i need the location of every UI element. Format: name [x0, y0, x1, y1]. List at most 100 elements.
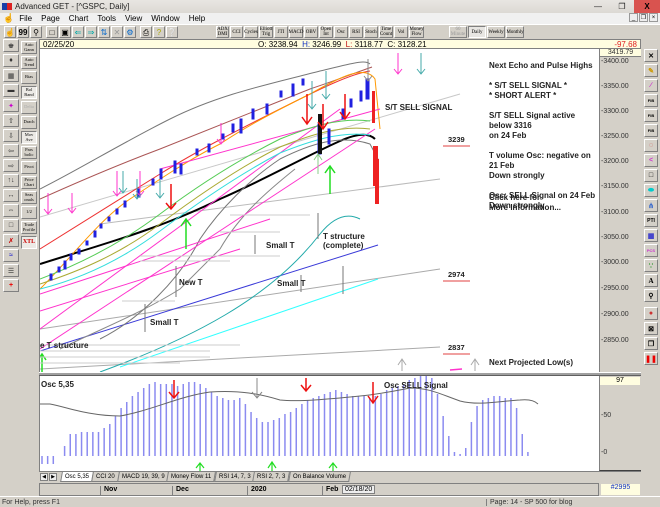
- pcs-icon[interactable]: PCS: [644, 244, 658, 257]
- restore-button[interactable]: ❐: [618, 2, 626, 11]
- study-bol-band[interactable]: Bol Band: [21, 86, 37, 99]
- select-icon[interactable]: ♦: [3, 54, 19, 67]
- magnet-icon[interactable]: ∵: [644, 259, 658, 272]
- tab-cci[interactable]: CCI 20: [91, 472, 120, 482]
- price-chart[interactable]: Next Echo and Pulse Highs * S/T SELL SIG…: [39, 49, 599, 372]
- study-osc[interactable]: Osc: [334, 26, 348, 38]
- study-money-flow[interactable]: Money Flow: [409, 26, 424, 38]
- study-rsi[interactable]: RSI: [349, 26, 363, 38]
- cross-icon[interactable]: ⊠: [644, 322, 658, 335]
- pause-icon[interactable]: ❚❚: [644, 352, 658, 365]
- copy-icon[interactable]: ❐: [644, 337, 658, 350]
- study-mov-ave[interactable]: Mov Ave: [21, 131, 37, 144]
- mdi-minimize-button[interactable]: _: [629, 13, 638, 22]
- fib-time-icon[interactable]: FIB: [644, 124, 658, 137]
- compress-icon[interactable]: ⇔: [3, 204, 19, 217]
- study-xtl[interactable]: XTL: [21, 236, 37, 249]
- tab-money-flow[interactable]: Money Flow 11: [166, 472, 217, 482]
- menu-file[interactable]: File: [19, 14, 33, 23]
- close-button[interactable]: X: [634, 0, 660, 13]
- pitchfork-icon[interactable]: ⋔: [644, 199, 658, 212]
- minimize-button[interactable]: —: [594, 2, 602, 11]
- study-macd[interactable]: MACD: [289, 26, 304, 38]
- study-bias[interactable]: Bias: [21, 71, 37, 84]
- study-obv[interactable]: OBV: [304, 26, 318, 38]
- study-price-chart[interactable]: Price Chart: [21, 176, 37, 189]
- menu-page[interactable]: Page: [41, 14, 60, 23]
- study-time-count[interactable]: Time Count: [379, 26, 393, 38]
- zoom-icon[interactable]: ⚲: [644, 289, 658, 302]
- help-icon[interactable]: ?: [153, 26, 165, 38]
- study-cci[interactable]: CCI: [230, 26, 243, 38]
- open-icon[interactable]: ⇐: [72, 26, 84, 38]
- fib-extension-icon[interactable]: FIB: [644, 109, 658, 122]
- marker-icon[interactable]: ●: [644, 307, 658, 320]
- hand-icon[interactable]: ☝: [4, 26, 16, 38]
- tab-rsi-14[interactable]: RSI 14, 7, 3: [213, 472, 256, 482]
- study-elliott-trig[interactable]: Elliott Trig: [259, 26, 273, 38]
- down-arrow-icon[interactable]: ⇩: [3, 129, 19, 142]
- lines-icon[interactable]: ✗: [3, 234, 19, 247]
- right-arrow-icon[interactable]: ⇨: [3, 159, 19, 172]
- ellipse-icon[interactable]: ⬬: [644, 184, 658, 197]
- quote-icon[interactable]: 99: [17, 26, 29, 38]
- fib-arc-icon[interactable]: ◌: [644, 139, 658, 152]
- new-icon[interactable]: □: [46, 26, 58, 38]
- oscillator-pane[interactable]: Osc 5,35 Osc SELL Signal: [39, 376, 599, 471]
- fan-icon[interactable]: <: [644, 154, 658, 167]
- expand-icon[interactable]: ↔: [3, 189, 19, 202]
- menu-view[interactable]: View: [125, 14, 143, 23]
- tab-obv[interactable]: On Balance Volume: [287, 472, 351, 482]
- oscillator-axis[interactable]: 97 -50 -0: [599, 376, 641, 471]
- study-drach[interactable]: Drach: [21, 116, 37, 129]
- context-help-icon[interactable]: ❔: [166, 26, 178, 38]
- study-jti[interactable]: JTI: [274, 26, 288, 38]
- pane-splitter[interactable]: [39, 372, 641, 376]
- fill-icon[interactable]: ☰: [3, 264, 19, 277]
- ellipse-icon[interactable]: ✦: [3, 99, 19, 112]
- refresh-icon[interactable]: ⇅: [98, 26, 110, 38]
- find-icon[interactable]: ⚲: [30, 26, 42, 38]
- fib-retracement-icon[interactable]: FIB: [644, 94, 658, 107]
- timeframe-weekly[interactable]: Weekly: [487, 26, 505, 38]
- crosshair-icon[interactable]: +: [3, 279, 19, 292]
- grid-icon[interactable]: ▦: [3, 69, 19, 82]
- pti-icon[interactable]: PTI: [644, 214, 658, 227]
- pencil-icon[interactable]: ✎: [644, 64, 658, 77]
- timeframe-60-minute[interactable]: 60 Minute: [449, 26, 467, 38]
- time-icon[interactable]: ↑↓: [3, 174, 19, 187]
- menu-tools[interactable]: Tools: [97, 14, 117, 23]
- mdi-close-button[interactable]: ×: [649, 13, 658, 22]
- delete-icon[interactable]: ✕: [111, 26, 123, 38]
- tab-scroll-left[interactable]: ◀: [40, 473, 48, 481]
- study-stoch[interactable]: Stoch: [364, 26, 378, 38]
- study-trade-profile[interactable]: Trade Profile: [21, 221, 37, 234]
- study-half[interactable]: 1/2: [21, 206, 37, 219]
- tab-macd[interactable]: MACD 19, 39, 9: [116, 472, 170, 482]
- close-icon[interactable]: ✕: [644, 49, 658, 62]
- study-adx-dmi[interactable]: ADX DMI: [216, 26, 229, 38]
- study-cycles[interactable]: Cycles: [244, 26, 258, 38]
- tab-osc[interactable]: Osc 5,35: [60, 472, 94, 482]
- time-axis[interactable]: Nov Dec 2020 Feb 02/18/20: [39, 483, 599, 496]
- up-arrow-icon[interactable]: ⇧: [3, 114, 19, 127]
- menu-window[interactable]: Window: [151, 14, 180, 23]
- timeframe-monthly[interactable]: Monthly: [506, 26, 524, 38]
- setup-icon[interactable]: ⚙: [124, 26, 136, 38]
- text-icon[interactable]: A: [644, 274, 658, 287]
- grid-icon[interactable]: ▦: [644, 229, 658, 242]
- mdi-restore-button[interactable]: ❐: [639, 13, 648, 22]
- study-delta[interactable]: Delta: [21, 101, 37, 114]
- frame-icon[interactable]: □: [3, 219, 19, 232]
- cursor-icon[interactable]: ♚: [3, 39, 19, 52]
- menu-chart[interactable]: Chart: [68, 14, 89, 23]
- box-icon[interactable]: □: [644, 169, 658, 182]
- timeframe-daily[interactable]: Daily: [468, 26, 486, 38]
- price-axis[interactable]: 3419.79 -3400.00 -3350.00 -3300.00 -3250…: [599, 49, 641, 372]
- study-icon[interactable]: ▬: [3, 84, 19, 97]
- tab-rsi-2[interactable]: RSI 2, 7, 3: [252, 472, 291, 482]
- study-open-int[interactable]: Open Int: [319, 26, 333, 38]
- more-info-link[interactable]: Click here for More Information...: [489, 193, 561, 212]
- tab-scroll-right[interactable]: ▶: [49, 473, 57, 481]
- study-auto-trend[interactable]: Auto Trend: [21, 56, 37, 69]
